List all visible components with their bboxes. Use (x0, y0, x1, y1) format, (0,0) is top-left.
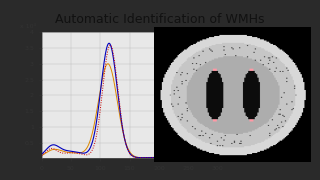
Text: x 10⁴: x 10⁴ (20, 24, 36, 29)
Text: Automatic Identification of WMHs: Automatic Identification of WMHs (55, 13, 265, 26)
